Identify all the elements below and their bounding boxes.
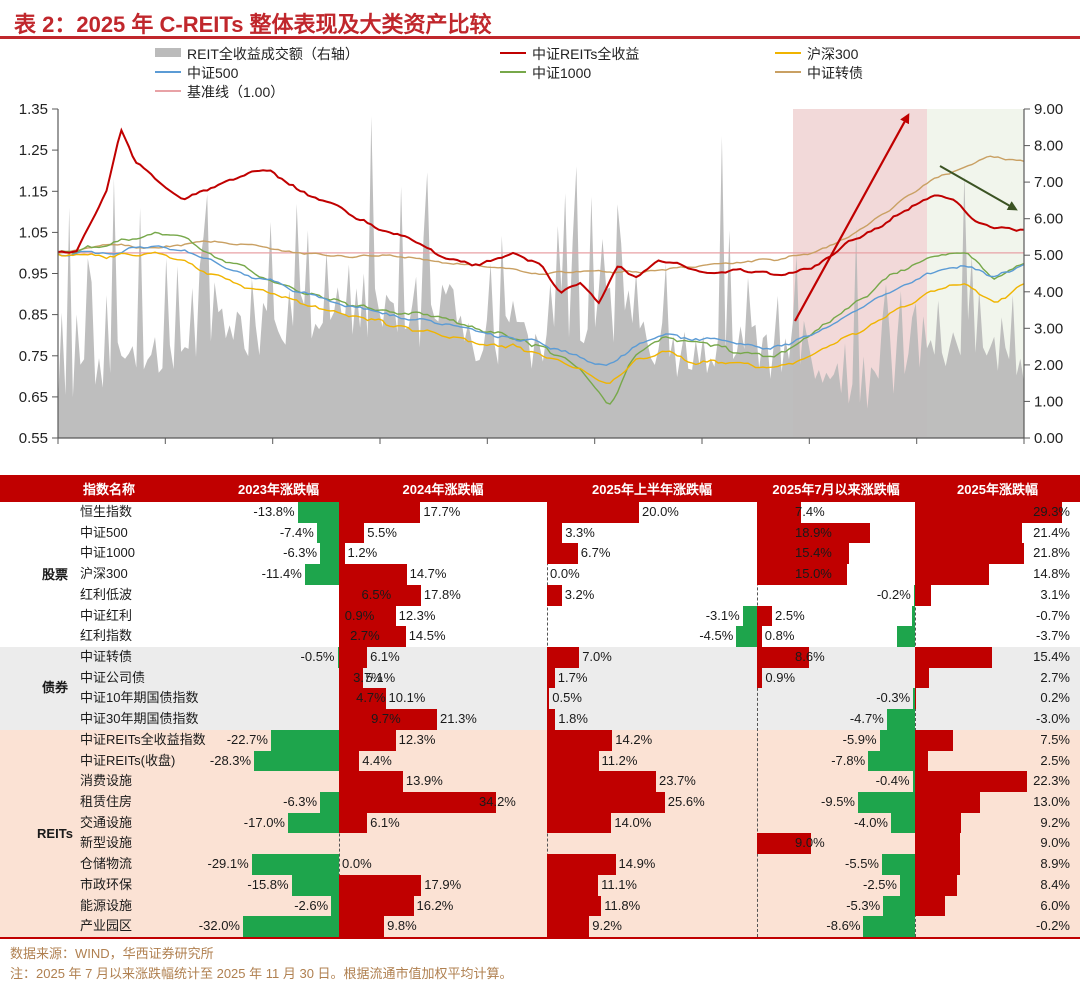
- svg-text:0.75: 0.75: [19, 348, 48, 365]
- svg-text:0.00: 0.00: [1034, 430, 1063, 446]
- svg-text:0.85: 0.85: [19, 307, 48, 324]
- svg-text:3.00: 3.00: [1034, 320, 1063, 337]
- svg-text:8.00: 8.00: [1034, 138, 1063, 155]
- svg-text:0.95: 0.95: [19, 266, 48, 283]
- svg-text:1.00: 1.00: [1034, 393, 1063, 410]
- svg-text:1.15: 1.15: [19, 183, 48, 200]
- svg-text:7.00: 7.00: [1034, 174, 1063, 191]
- svg-text:4.00: 4.00: [1034, 284, 1063, 301]
- svg-text:0.55: 0.55: [19, 430, 48, 446]
- svg-text:2.00: 2.00: [1034, 357, 1063, 374]
- svg-text:9.00: 9.00: [1034, 101, 1063, 118]
- svg-text:1.05: 1.05: [19, 224, 48, 241]
- svg-text:6.00: 6.00: [1034, 211, 1063, 228]
- svg-text:5.00: 5.00: [1034, 247, 1063, 264]
- svg-text:1.35: 1.35: [19, 101, 48, 118]
- svg-text:0.65: 0.65: [19, 389, 48, 406]
- svg-text:1.25: 1.25: [19, 142, 48, 159]
